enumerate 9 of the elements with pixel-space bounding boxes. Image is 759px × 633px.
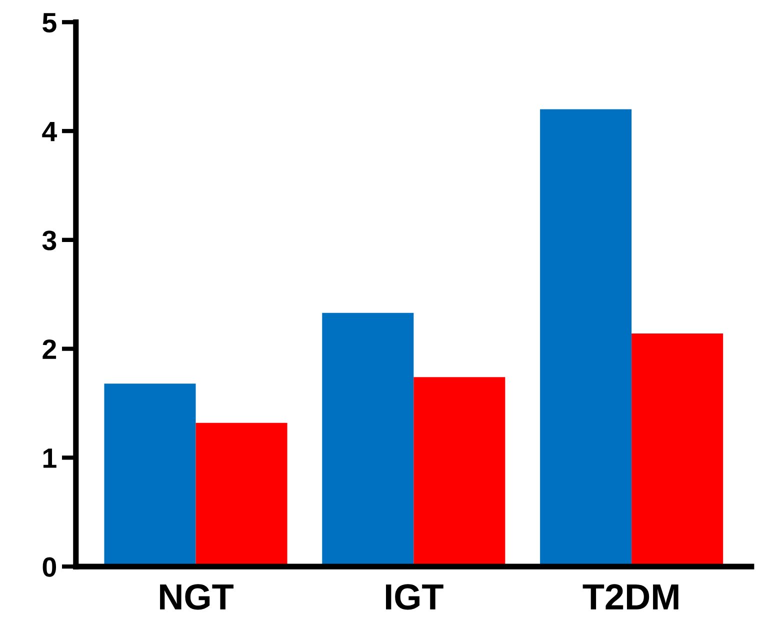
y-tick-label: 4 — [42, 122, 57, 142]
y-tick-label: 0 — [42, 557, 56, 577]
x-tick-label: IGT — [386, 584, 444, 610]
y-tick-label: 3 — [42, 230, 56, 250]
y-tick-label: 5 — [42, 13, 56, 32]
y-tick-label: 1 — [43, 448, 56, 468]
x-tick-label: NGT — [160, 584, 234, 610]
y-tick-label: 2 — [42, 339, 56, 359]
x-tick-label: T2DM — [582, 584, 678, 610]
